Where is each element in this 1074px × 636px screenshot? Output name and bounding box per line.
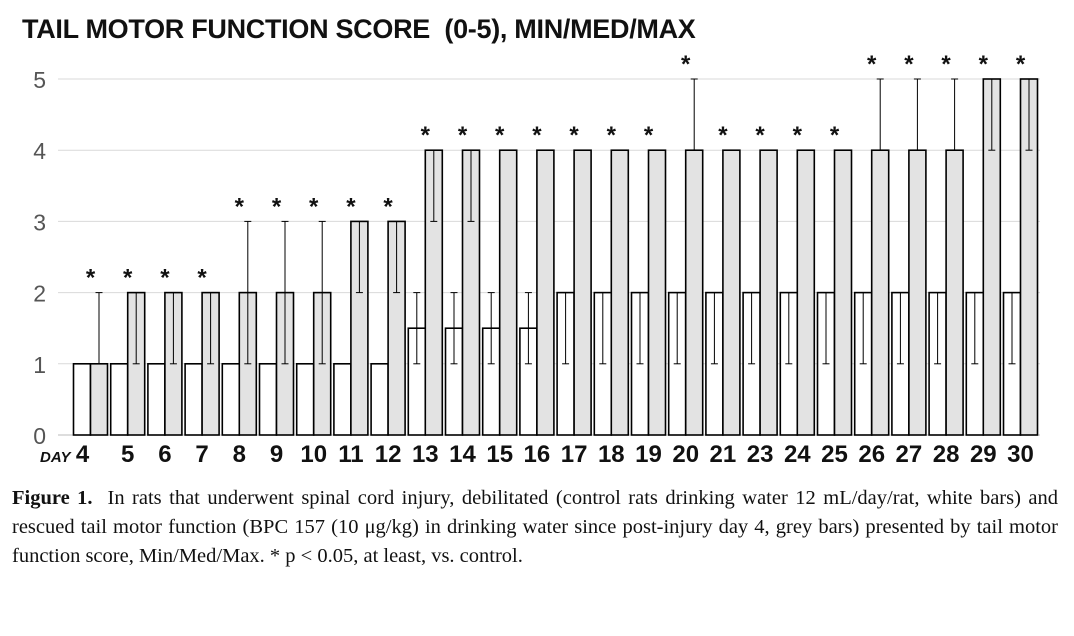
bar-treated (870, 149, 890, 436)
significance-star: * (718, 122, 728, 149)
x-tick-label: 14 (449, 441, 476, 468)
significance-star: * (755, 122, 765, 149)
bar-treated (722, 149, 741, 436)
x-tick-label: 20 (672, 441, 699, 468)
bar-control (258, 362, 278, 436)
x-tick-label: 17 (561, 441, 588, 468)
significance-star: * (123, 265, 133, 292)
significance-star: * (644, 122, 654, 149)
significance-star: * (383, 193, 393, 220)
x-tick-label: 30 (1007, 441, 1034, 468)
bar-treated (647, 149, 667, 436)
significance-star: * (793, 122, 803, 149)
x-tick-labels: 4 5 6 7 8 9 10 11 12 13 14 15 16 17 18 19 20 21 23 24 25 26 27… (76, 441, 1034, 468)
x-tick-label: 7 (195, 441, 208, 468)
bar-treated (684, 149, 704, 436)
y-tick-label: 2 (33, 281, 46, 307)
error-bars (95, 78, 1033, 365)
x-tick-label: 26 (858, 441, 885, 468)
x-tick-label: 15 (486, 441, 513, 468)
x-tick-label: 23 (747, 441, 774, 468)
significance-star: * (495, 122, 505, 149)
bar-control (184, 362, 203, 436)
x-tick-label: 28 (933, 441, 960, 468)
bar-control (147, 362, 166, 436)
significance-star: * (86, 265, 96, 292)
bar-treated (759, 149, 778, 436)
significance-star: * (235, 193, 245, 220)
bar-treated (498, 149, 518, 436)
x-tick-label: 21 (710, 441, 737, 468)
bars (72, 78, 1039, 436)
x-tick-label: 9 (270, 441, 283, 468)
x-axis-label: DAY (40, 449, 73, 466)
x-tick-label: 16 (524, 441, 551, 468)
y-tick-label: 1 (33, 352, 46, 378)
x-tick-label: 19 (635, 441, 662, 468)
x-tick-label: 27 (896, 441, 923, 468)
bar-control (109, 362, 129, 436)
x-tick-label: 10 (300, 441, 327, 468)
y-tick-label: 4 (33, 138, 46, 164)
significance-star: * (979, 51, 989, 78)
significance-star: * (867, 51, 877, 78)
y-tick-label: 5 (33, 67, 46, 93)
significance-star: * (941, 51, 951, 78)
significance-star: * (681, 51, 691, 78)
significance-star: * (1016, 51, 1026, 78)
significance-star: * (607, 122, 617, 149)
significance-star: * (309, 193, 319, 220)
bar-control (333, 362, 352, 436)
significance-markers: * * * * * * * * * * * * * * * * * * * * * * * * * * (86, 51, 1026, 292)
bar-treated (610, 149, 630, 436)
significance-star: * (160, 265, 170, 292)
bar-control (221, 362, 241, 436)
x-tick-label: 11 (338, 441, 363, 468)
significance-star: * (197, 265, 207, 292)
y-tick-labels: 0 1 2 3 4 5 (33, 67, 46, 449)
x-tick-label: 18 (598, 441, 625, 468)
x-tick-label: 12 (375, 441, 402, 468)
significance-star: * (532, 122, 542, 149)
bar-control (370, 362, 389, 436)
x-tick-label: 6 (158, 441, 171, 468)
chart-title: TAIL MOTOR FUNCTION SCORE (0-5), MIN/MED… (22, 14, 696, 44)
caption-label: Figure 1. (12, 487, 93, 509)
x-tick-label: 5 (121, 441, 134, 468)
x-tick-label: 13 (412, 441, 439, 468)
significance-star: * (421, 122, 431, 149)
significance-star: * (569, 122, 579, 149)
x-tick-label: 8 (233, 441, 246, 468)
bar-treated (536, 149, 555, 436)
significance-star: * (830, 122, 840, 149)
bar-treated (573, 149, 592, 436)
bar-treated (833, 149, 853, 436)
x-tick-label: 29 (970, 441, 997, 468)
bar-treated (945, 149, 964, 436)
bar-treated (796, 149, 816, 436)
significance-star: * (458, 122, 468, 149)
x-tick-label: 4 (76, 441, 90, 468)
bar-control (295, 362, 315, 436)
y-tick-label: 0 (33, 423, 46, 449)
bar-treated (89, 362, 109, 436)
significance-star: * (904, 51, 914, 78)
bar-control (72, 362, 92, 436)
x-tick-label: 24 (784, 441, 811, 468)
caption-text: In rats that underwent spinal cord injur… (12, 487, 1058, 567)
x-tick-label: 25 (821, 441, 848, 468)
bar-treated (908, 149, 927, 436)
significance-star: * (272, 193, 282, 220)
figure-caption: Figure 1. In rats that underwent spinal … (12, 484, 1058, 571)
significance-star: * (346, 193, 356, 220)
y-tick-label: 3 (33, 209, 46, 235)
